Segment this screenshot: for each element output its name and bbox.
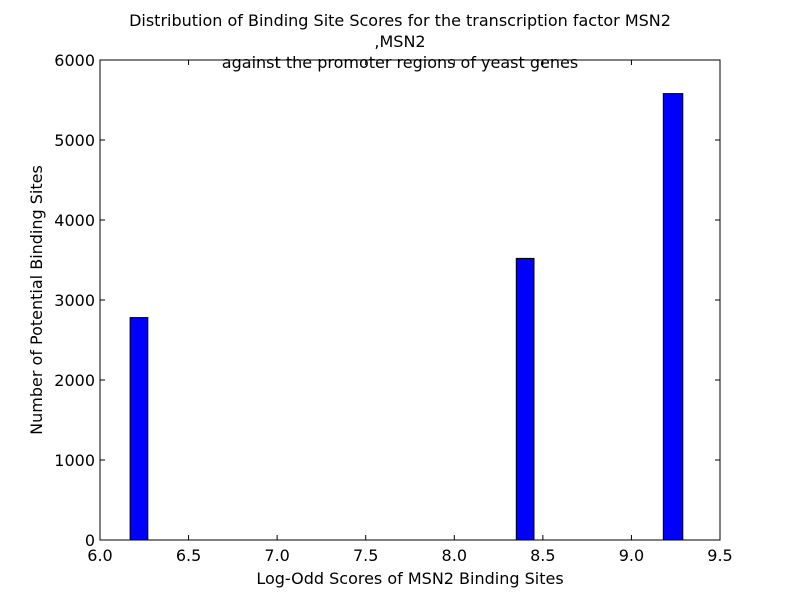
y-tick-label-1: 1000: [54, 451, 95, 470]
x-tick-label-3: 7.5: [353, 546, 378, 565]
y-tick-label-5: 5000: [54, 131, 95, 150]
bars-group: [129, 93, 684, 541]
x-tick-label-7: 9.5: [707, 546, 732, 565]
bar-2: [662, 93, 684, 541]
chart-title-line-3: against the promoter regions of yeast ge…: [222, 53, 578, 72]
y-tick-label-3: 3000: [54, 291, 95, 310]
chart-title-line-1: Distribution of Binding Site Scores for …: [129, 11, 671, 30]
bar-0: [129, 317, 149, 541]
y-axis-label: Number of Potential Binding Sites: [27, 165, 46, 435]
y-tick-label-6: 6000: [54, 51, 95, 70]
y-tick-label-4: 4000: [54, 211, 95, 230]
x-tick-label-4: 8.0: [442, 546, 467, 565]
x-tick-label-5: 8.5: [530, 546, 555, 565]
x-tick-label-0: 6.0: [87, 546, 112, 565]
x-tick-label-6: 9.0: [619, 546, 644, 565]
plot-frame: [99, 59, 721, 541]
x-tick-label-1: 6.5: [176, 546, 201, 565]
ticks-group: 6.0 6.5 7.0 7.5 8.0 8.5 9.0 9.5 0 1000 2000 3000 400…: [54, 51, 732, 565]
x-tick-label-2: 7.0: [264, 546, 289, 565]
y-tick-label-2: 2000: [54, 371, 95, 390]
chart-title-line-2: ,MSN2: [374, 32, 425, 51]
y-tick-label-0: 0: [85, 531, 95, 550]
bar-1: [515, 257, 535, 541]
x-axis-label: Log-Odd Scores of MSN2 Binding Sites: [256, 569, 563, 588]
chart-title: Distribution of Binding Site Scores for …: [129, 11, 671, 72]
